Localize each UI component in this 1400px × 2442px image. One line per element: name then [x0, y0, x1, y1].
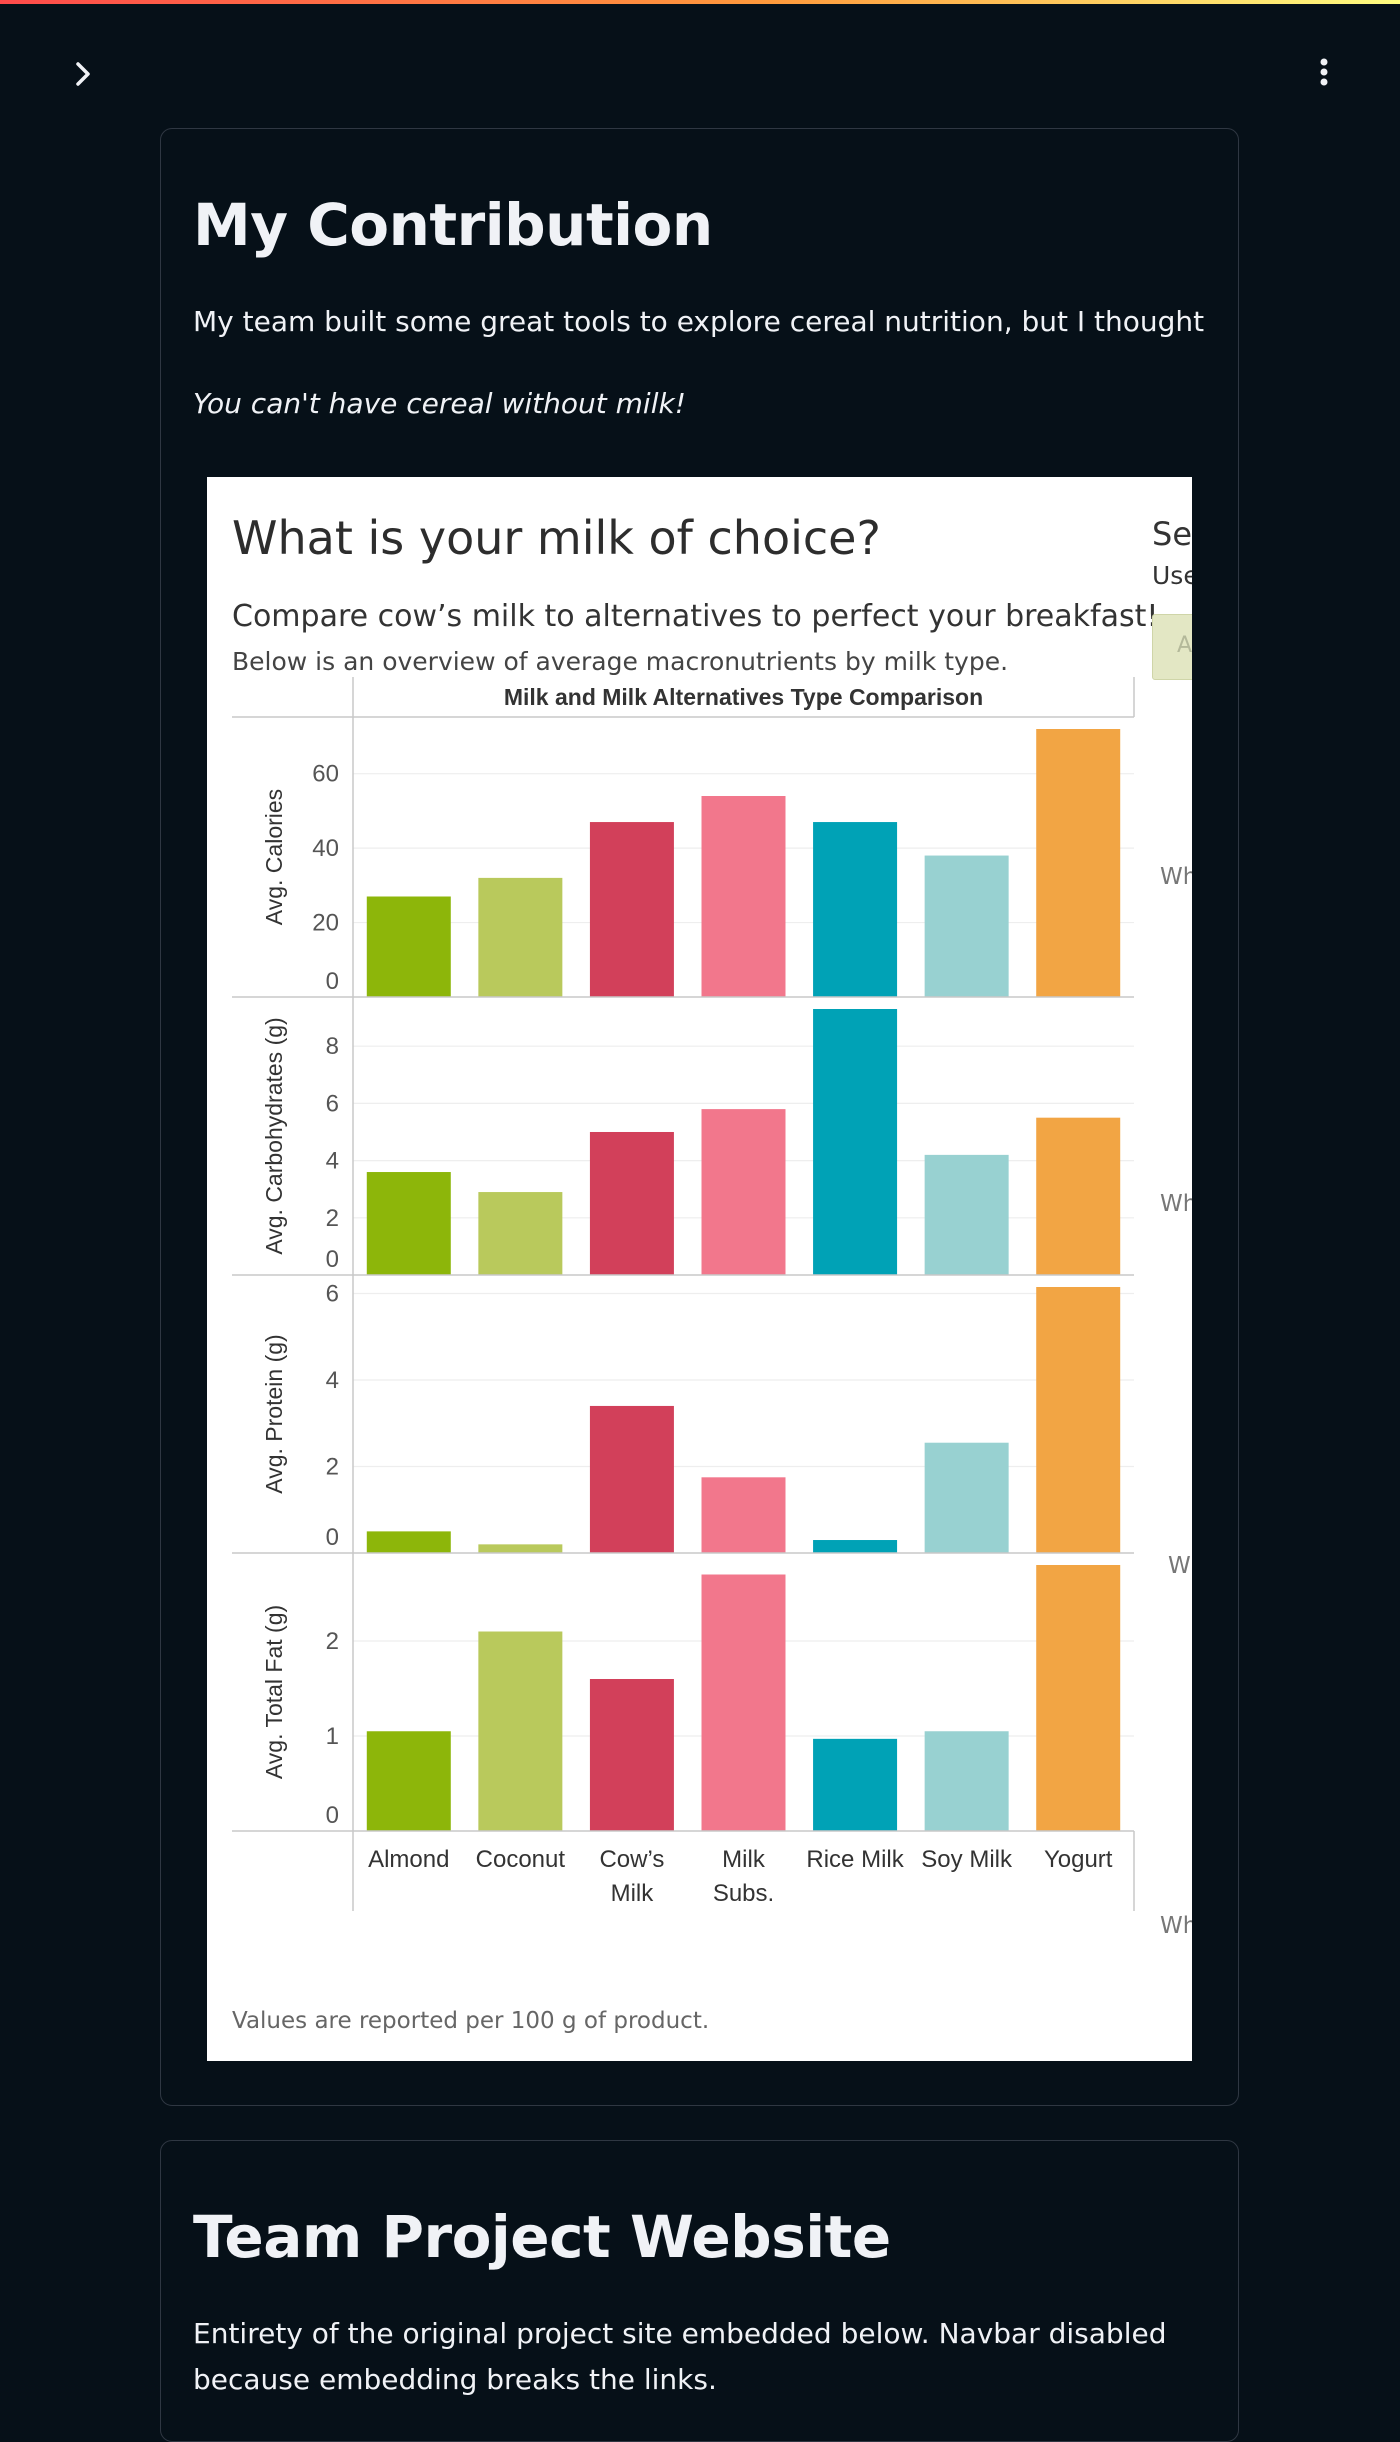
bar-coconut [478, 877, 563, 997]
y-tick-label: 0 [326, 1802, 339, 1829]
chevron-right-icon [76, 62, 90, 86]
viz-description: Below is an overview of average macronut… [232, 647, 1009, 676]
bar-soy-milk [924, 1731, 1009, 1831]
bar-yogurt [1036, 729, 1121, 997]
x-tick-label: Rice Milk [806, 1846, 904, 1873]
bar-yogurt [1036, 1117, 1121, 1275]
tagline-text: You can't have cereal without milk! [193, 387, 686, 420]
y-tick-label: 1 [326, 1723, 339, 1750]
side-label: W [1168, 1553, 1191, 1579]
main-menu-button[interactable] [1304, 52, 1344, 92]
side-label: Wh [1160, 1913, 1192, 1939]
x-tick-label: Milk [722, 1846, 766, 1873]
filter-all-button[interactable]: A [1152, 614, 1192, 680]
team-description: Entirety of the original project site em… [193, 2317, 1167, 2396]
page-title: My Contribution [193, 191, 713, 259]
milk-comparison-chart: Milk and Milk Alternatives Type Comparis… [232, 677, 1135, 1911]
bar-cow-s-milk [589, 822, 674, 997]
y-tick-label: 60 [312, 761, 339, 788]
side-label: Wh [1160, 1191, 1192, 1217]
bar-yogurt [1036, 1287, 1121, 1553]
y-axis-label: Avg. Total Fat (g) [261, 1605, 287, 1779]
y-tick-label: 0 [326, 1246, 339, 1273]
team-project-card: Team Project Website Entirety of the ori… [160, 2140, 1239, 2442]
embedded-visualization[interactable]: What is your milk of choice? Compare cow… [207, 477, 1192, 2061]
x-tick-label: Yogurt [1044, 1846, 1113, 1873]
top-decoration-stripe [0, 0, 1400, 4]
y-tick-label: 4 [326, 1148, 339, 1175]
bar-milk-subs- [701, 1477, 786, 1553]
y-tick-label: 40 [312, 835, 339, 862]
y-tick-label: 0 [326, 1524, 339, 1551]
bar-milk-subs- [701, 1574, 786, 1831]
vertical-dots-icon [1320, 58, 1328, 86]
bar-yogurt [1036, 1565, 1121, 1831]
bar-rice-milk [813, 822, 898, 997]
section-title: Team Project Website [193, 2203, 891, 2271]
x-tick-label: Cow’s [599, 1846, 664, 1873]
chart-title: Milk and Milk Alternatives Type Comparis… [504, 684, 983, 710]
bar-coconut [478, 1631, 563, 1831]
bar-almond [366, 1731, 451, 1831]
bar-almond [366, 1172, 451, 1275]
y-tick-label: 8 [326, 1033, 339, 1060]
viz-subtitle: Compare cow’s milk to alternatives to pe… [232, 599, 1159, 634]
sidebar-expand-button[interactable] [64, 54, 104, 94]
filter-panel-title: Sel [1152, 515, 1192, 553]
bar-coconut [478, 1192, 563, 1275]
x-tick-label: Soy Milk [921, 1846, 1013, 1873]
y-tick-label: 6 [326, 1090, 339, 1117]
x-tick-label: Almond [368, 1846, 449, 1873]
bar-soy-milk [924, 1442, 1009, 1553]
bar-almond [366, 1531, 451, 1553]
x-tick-label: Milk [611, 1880, 655, 1907]
bar-cow-s-milk [589, 1679, 674, 1831]
bar-soy-milk [924, 1154, 1009, 1275]
x-tick-label: Coconut [476, 1846, 566, 1873]
bar-rice-milk [813, 1540, 898, 1553]
y-tick-label: 2 [326, 1205, 339, 1232]
bar-cow-s-milk [589, 1131, 674, 1275]
y-tick-label: 0 [326, 968, 339, 995]
x-tick-label: Subs. [713, 1880, 774, 1907]
bar-milk-subs- [701, 1109, 786, 1275]
bar-soy-milk [924, 855, 1009, 997]
side-label: Wh [1160, 864, 1192, 890]
bar-cow-s-milk [589, 1405, 674, 1553]
y-tick-label: 20 [312, 910, 339, 937]
y-axis-label: Avg. Carbohydrates (g) [261, 1017, 287, 1254]
y-tick-label: 4 [326, 1367, 339, 1394]
filter-panel-hint: Use [1152, 561, 1192, 590]
y-axis-label: Avg. Calories [261, 789, 287, 925]
bar-almond [366, 896, 451, 997]
bar-coconut [478, 1544, 563, 1553]
viz-title: What is your milk of choice? [232, 511, 881, 565]
bar-rice-milk [813, 1738, 898, 1831]
bar-rice-milk [813, 1009, 898, 1275]
y-tick-label: 2 [326, 1453, 339, 1480]
y-axis-label: Avg. Protein (g) [261, 1334, 287, 1493]
viz-footnote: Values are reported per 100 g of product… [232, 2008, 710, 2034]
y-tick-label: 2 [326, 1628, 339, 1655]
y-tick-label: 6 [326, 1280, 339, 1307]
intro-text: My team built some great tools to explor… [193, 305, 1205, 338]
bar-milk-subs- [701, 796, 786, 997]
